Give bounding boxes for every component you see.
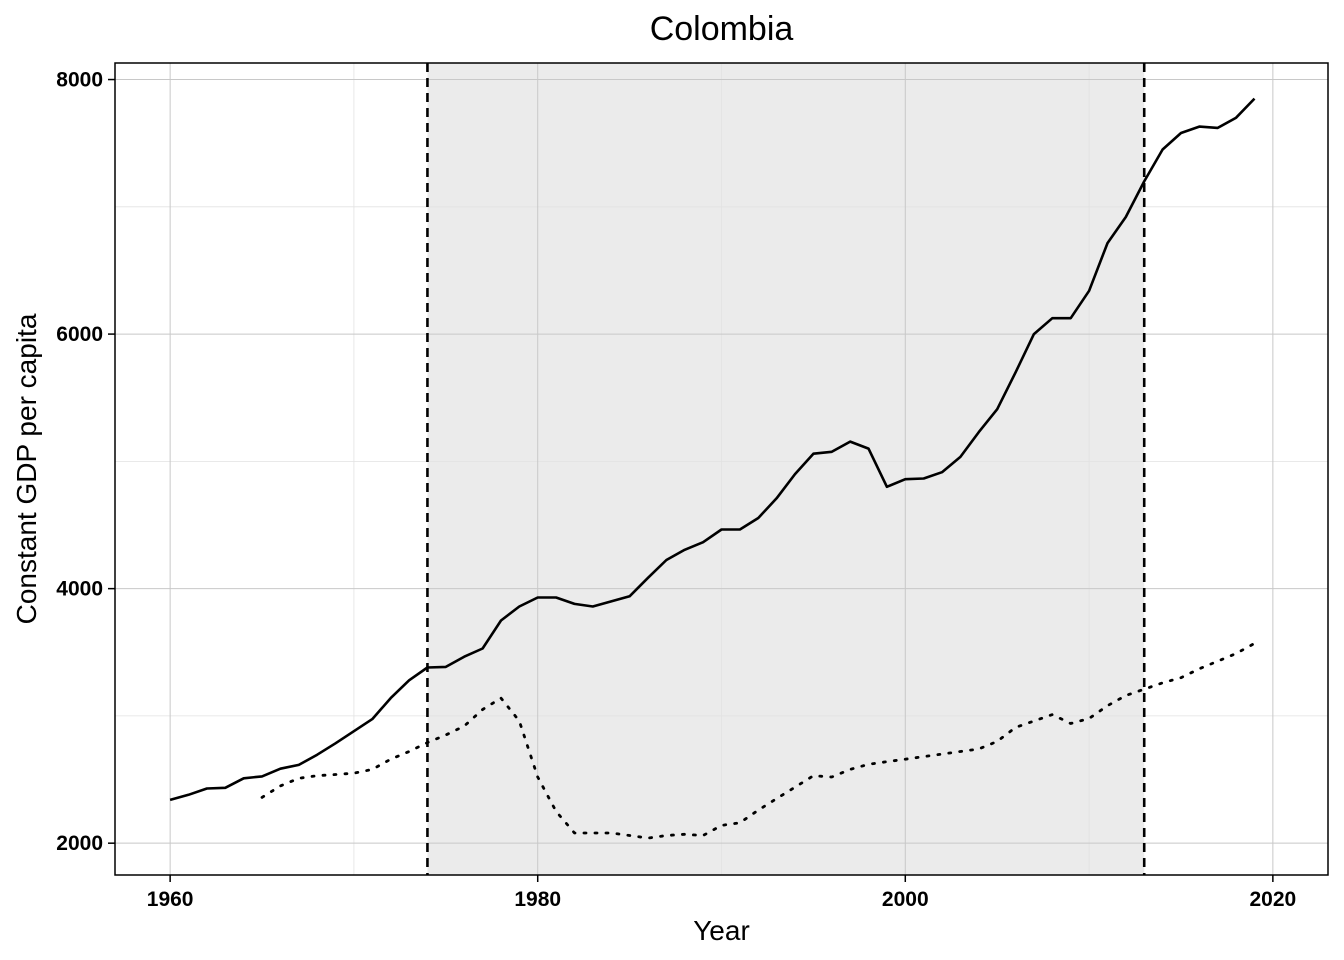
x-tick-label: 2020 [1250,888,1297,911]
y-axis-title: Constant GDP per capita [11,313,42,624]
x-tick-label: 1980 [514,888,561,911]
x-tick-label: 1960 [147,888,194,911]
chart-title: Colombia [650,10,794,48]
x-axis-title: Year [693,915,750,946]
shaded-period-layer [427,63,1145,875]
plot-border [114,62,1329,876]
grid-layer [115,63,1328,875]
y-tick-label: 6000 [56,323,103,346]
y-tick-label: 8000 [56,69,103,92]
series-line-solid [169,97,1256,802]
shaded-period [427,63,1145,875]
tick-layer: 1960 1980 2000 2020 2000 4000 6000 8000 [56,69,1296,911]
y-tick-label: 2000 [56,832,103,855]
y-tick-label: 4000 [56,578,103,601]
x-tick-label: 2000 [882,888,929,911]
period-marker-layer [426,63,1146,875]
